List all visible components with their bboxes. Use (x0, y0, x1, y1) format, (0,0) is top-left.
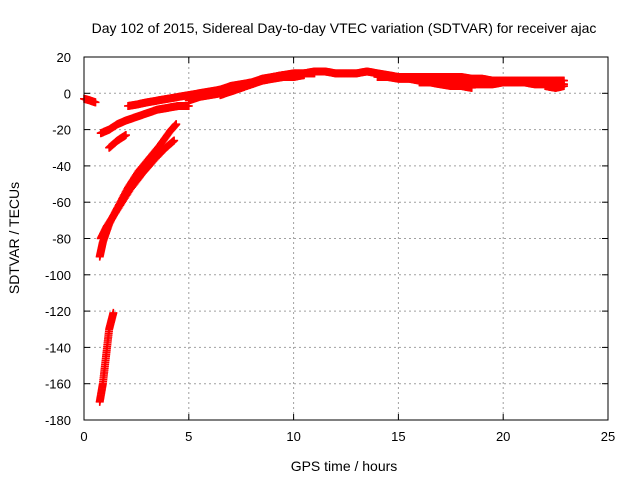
chart-title: Day 102 of 2015, Sidereal Day-to-day VTE… (92, 20, 597, 36)
y-axis-label: SDTVAR / TECUs (6, 182, 22, 294)
y-tick-label: -100 (45, 268, 71, 283)
x-tick-label: 20 (496, 429, 510, 444)
series-arc-13 (541, 82, 568, 92)
series-arc-9 (216, 71, 309, 100)
y-tick-label: -80 (52, 232, 71, 247)
grid (84, 57, 608, 420)
series-arc-6 (105, 131, 130, 152)
x-tick-label: 0 (80, 429, 87, 444)
data-point (559, 82, 568, 91)
x-axis-label: GPS time / hours (291, 458, 398, 474)
x-tick-label: 5 (185, 429, 192, 444)
x-tick-labels: 0 5 10 15 20 25 (80, 429, 615, 444)
y-tick-label: 20 (57, 50, 71, 65)
data-point (170, 136, 179, 145)
y-tick-labels: -180 -160 -140 -120 -100 -80 -60 -40 -20 0 20 (45, 50, 71, 428)
data-point (172, 120, 181, 129)
data-point (91, 98, 100, 107)
y-tick-label: -160 (45, 377, 71, 392)
y-tick-label: 0 (64, 86, 71, 101)
series-arc-4 (96, 136, 179, 243)
series-arc-1 (80, 94, 100, 107)
series-arc-5 (96, 102, 193, 138)
x-tick-label: 15 (391, 429, 405, 444)
series-arc-2 (95, 308, 118, 406)
y-tick-label: -180 (45, 413, 71, 428)
data-point (121, 131, 130, 140)
data-point (109, 308, 118, 317)
y-tick-label: -120 (45, 304, 71, 319)
ticks (83, 56, 609, 421)
y-tick-label: -60 (52, 195, 71, 210)
data-point (300, 71, 309, 80)
y-tick-label: -20 (52, 123, 71, 138)
data-points (80, 67, 568, 406)
y-tick-label: -140 (45, 340, 71, 355)
x-tick-label: 10 (286, 429, 300, 444)
y-tick-label: -40 (52, 159, 71, 174)
x-tick-label: 25 (601, 429, 615, 444)
